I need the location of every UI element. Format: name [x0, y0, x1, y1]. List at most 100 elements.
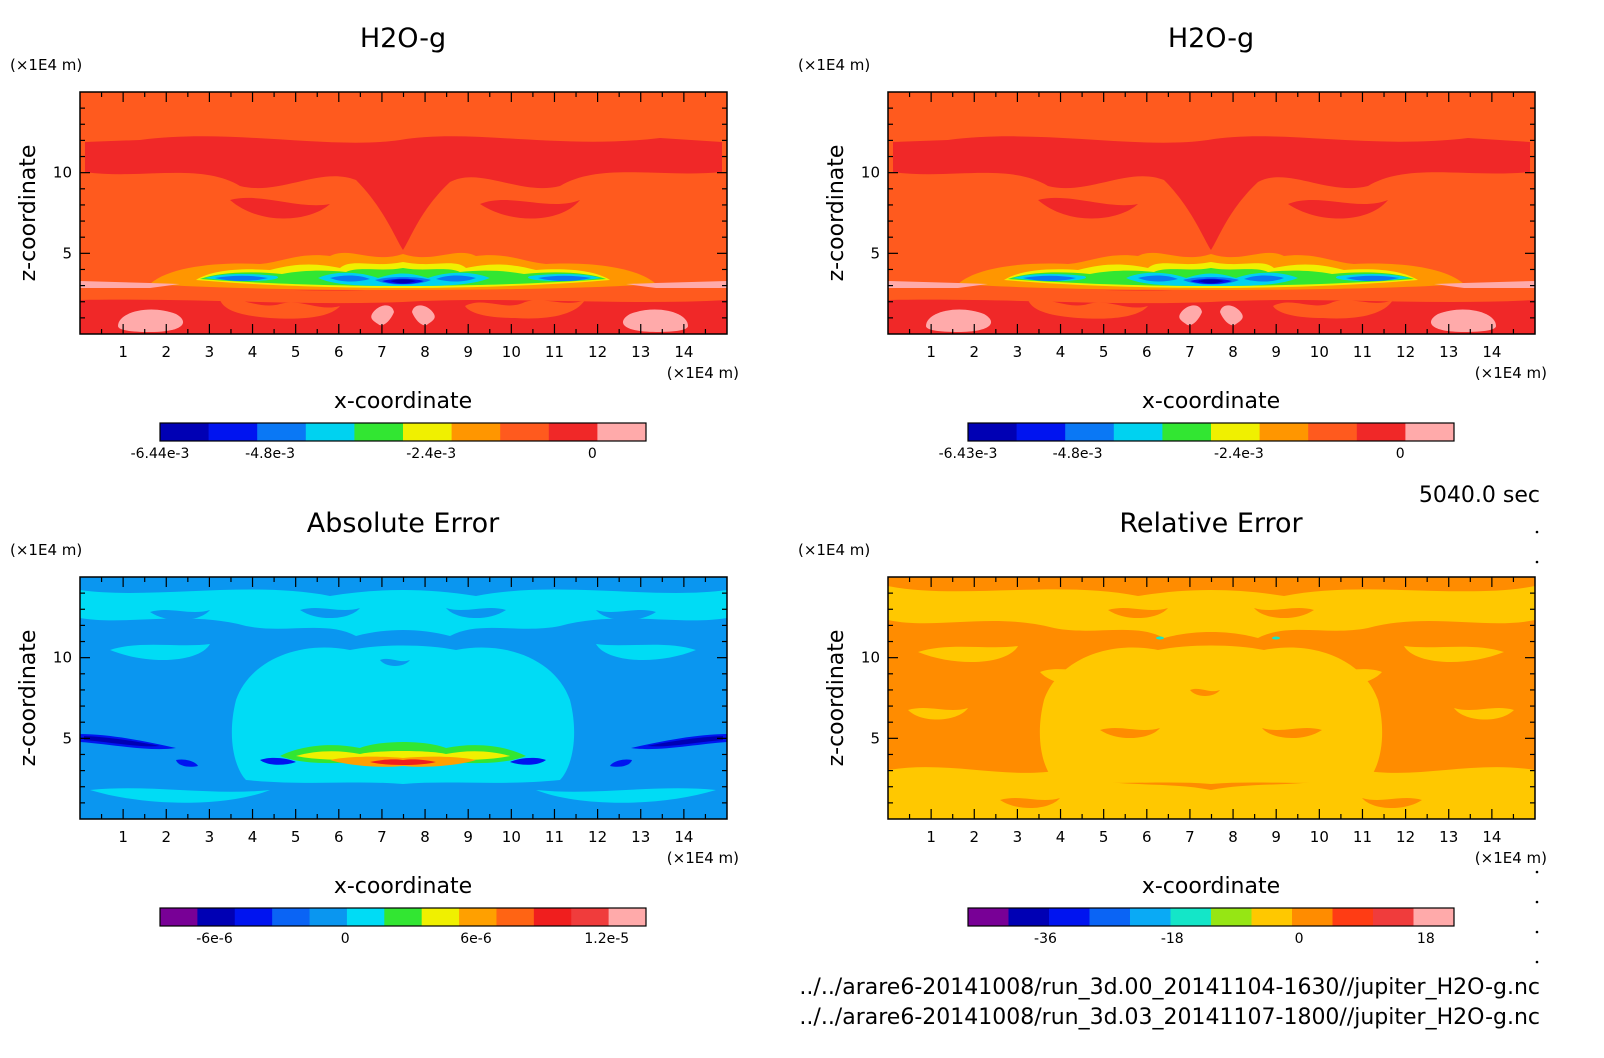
x-tick-label: 11	[545, 343, 564, 361]
x-tick-label: 9	[463, 828, 473, 846]
colorbar-swatch	[421, 908, 460, 926]
y-tick-label: 10	[53, 164, 72, 182]
x-axis-label: x-coordinate	[1142, 874, 1280, 899]
colorbar-swatch	[208, 423, 258, 441]
upper-red-band	[85, 136, 722, 250]
x-tick-label: 9	[1271, 828, 1281, 846]
colorbar-tick-label: -6.43e-3	[939, 446, 998, 462]
colorbar-swatch	[234, 908, 273, 926]
x-tick-label: 2	[161, 828, 171, 846]
colorbar-swatch	[451, 423, 501, 441]
lower-red-band	[888, 285, 1535, 334]
x-tick-label: 8	[420, 343, 430, 361]
y-tick-label: 10	[53, 649, 72, 667]
heatmap-field	[888, 577, 1535, 819]
lower-red-band	[80, 285, 727, 334]
x-tick-label: 14	[1482, 343, 1501, 361]
x-tick-label: 7	[377, 343, 387, 361]
colorbar: -36 -18 0 18	[967, 907, 1455, 947]
colorbar-tick-label: -2.4e-3	[1214, 446, 1264, 462]
x-axis-label: x-coordinate	[334, 874, 472, 899]
y-tick-label: 5	[870, 244, 880, 262]
colorbar-swatch	[272, 908, 311, 926]
colorbar-swatch	[1292, 908, 1333, 926]
colorbar-swatch	[1130, 908, 1171, 926]
x-tick-label: 1	[118, 828, 128, 846]
panel-title: H2O-g	[1168, 23, 1254, 54]
colorbar-swatch	[309, 908, 348, 926]
colorbar-swatch	[1211, 908, 1252, 926]
file-path-1: ../../arare6-20141008/run_3d.00_20141104…	[799, 975, 1540, 1000]
x-tick-label: 13	[631, 343, 650, 361]
colorbar-swatch	[1049, 908, 1090, 926]
colorbar-swatch	[384, 908, 423, 926]
colorbar-swatch	[1251, 908, 1293, 926]
y-unit-label: (×1E4 m)	[10, 541, 82, 559]
x-tick-label: 9	[1271, 343, 1281, 361]
colorbar-swatch	[496, 908, 535, 926]
colorbar-tick-label: -2.4e-3	[406, 446, 456, 462]
heatmap-field	[80, 92, 727, 334]
x-tick-label: 12	[588, 343, 607, 361]
core-layer	[1190, 278, 1232, 284]
panel-title: Absolute Error	[307, 508, 500, 539]
file-path-2: ../../arare6-20141008/run_3d.03_20141107…	[799, 1005, 1540, 1030]
x-tick-label: 10	[502, 343, 521, 361]
x-tick-label: 7	[1185, 828, 1195, 846]
colorbar-swatch	[1405, 423, 1455, 441]
x-tick-label: 13	[1439, 828, 1458, 846]
colorbar-swatch	[608, 908, 647, 926]
y-unit-label: (×1E4 m)	[798, 56, 870, 74]
colorbar-swatch	[1170, 908, 1212, 926]
colorbar-swatch	[1332, 908, 1374, 926]
colorbar: -6.44e-3 -4.8e-3 -2.4e-3 0	[131, 422, 647, 462]
colorbar-tick-label: -6.44e-3	[131, 446, 190, 462]
x-tick-label: 6	[1142, 828, 1152, 846]
pink-features	[888, 281, 1535, 332]
green-yellow-anomaly	[260, 742, 546, 767]
x-tick-label: 4	[1056, 828, 1066, 846]
x-tick-label: 14	[1482, 828, 1501, 846]
y-tick-label: 10	[861, 649, 880, 667]
light-blue-speckles	[150, 608, 656, 666]
colorbar-frame	[159, 907, 647, 927]
x-tick-label: 5	[1099, 828, 1109, 846]
colorbar-swatch	[597, 423, 647, 441]
colorbar-swatch	[1308, 423, 1358, 441]
y-unit-label: (×1E4 m)	[10, 56, 82, 74]
x-tick-label: 3	[1013, 343, 1023, 361]
colorbar-tick-label: 0	[1295, 931, 1304, 947]
colorbar-swatch	[197, 908, 236, 926]
y-axis-label: z-coordinate	[16, 630, 41, 767]
colorbar-frame	[967, 907, 1455, 927]
x-tick-label: 11	[1353, 343, 1372, 361]
y-tick-label: 5	[870, 729, 880, 747]
x-tick-label: 4	[248, 828, 258, 846]
colorbar-swatch	[354, 423, 404, 441]
x-tick-label: 10	[1310, 343, 1329, 361]
x-tick-label: 4	[1056, 343, 1066, 361]
x-tick-label: 3	[1013, 828, 1023, 846]
x-tick-label: 12	[588, 828, 607, 846]
y-axis-label: z-coordinate	[824, 630, 849, 767]
y-unit-label: (×1E4 m)	[798, 541, 870, 559]
colorbar-tick-label: 18	[1417, 931, 1435, 947]
panel-h2o-g-right: H2O-g (×1E4 m) z-coordinate	[798, 23, 1547, 462]
colorbar-swatch	[1008, 908, 1050, 926]
x-tick-label: 10	[502, 828, 521, 846]
x-tick-label: 6	[334, 828, 344, 846]
x-tick-label: 8	[1228, 828, 1238, 846]
colorbar-tick-label: -36	[1034, 931, 1057, 947]
colorbar-swatch	[968, 423, 1018, 441]
y-tick-label: 10	[861, 164, 880, 182]
panel-title: H2O-g	[360, 23, 446, 54]
x-tick-label: 8	[420, 828, 430, 846]
x-unit-label: (×1E4 m)	[667, 849, 739, 867]
heatmap-field	[80, 577, 727, 819]
x-axis-label: x-coordinate	[334, 389, 472, 414]
y-axis-label: z-coordinate	[16, 145, 41, 282]
colorbar-swatch	[459, 908, 497, 926]
x-tick-label: 5	[291, 828, 301, 846]
colorbar-swatch	[548, 423, 598, 441]
colorbar: -6.43e-3 -4.8e-3 -2.4e-3 0	[939, 422, 1455, 462]
